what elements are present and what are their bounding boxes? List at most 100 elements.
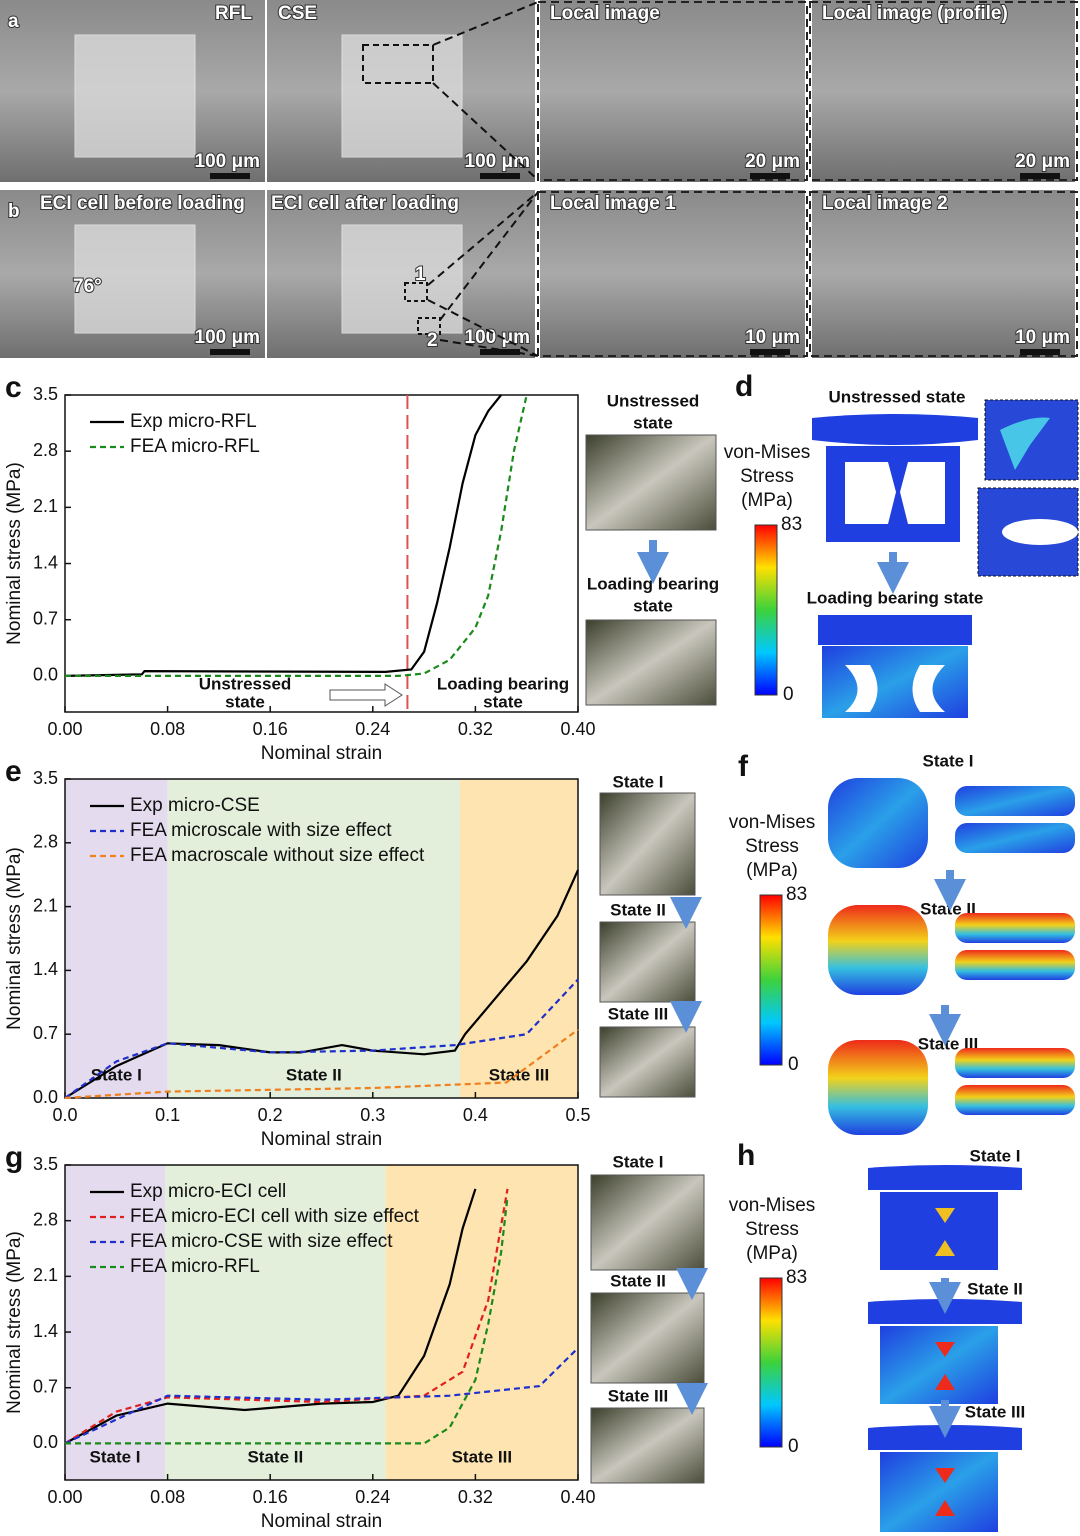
text: FEA macroscale without size effect (130, 845, 425, 866)
fe-cell (822, 646, 968, 718)
photo (599, 1026, 696, 1098)
photo (585, 434, 717, 531)
fe-hot (935, 1208, 955, 1256)
text: g (5, 1141, 23, 1174)
colorbar (754, 524, 778, 696)
text: 0.40 (560, 1487, 595, 1507)
text: 1 (415, 264, 426, 285)
text: Local image 2 (822, 193, 948, 214)
text: 0.00 (47, 719, 82, 739)
text: RFL (215, 3, 252, 24)
text: 76° (73, 276, 102, 297)
colorbar (759, 1277, 783, 1448)
plot-frame (64, 778, 579, 1099)
zoom-box (362, 44, 434, 84)
structure (74, 34, 196, 158)
text: (MPa) (746, 1243, 798, 1264)
text: 1.4 (33, 959, 58, 979)
text: 20 μm (745, 151, 800, 172)
text: 0.24 (355, 1487, 390, 1507)
fe-cse-section (955, 1048, 1075, 1078)
text: 10 μm (1015, 327, 1070, 348)
region (460, 779, 578, 1098)
text: state (633, 413, 673, 432)
text: 0.08 (150, 719, 185, 739)
text: 3.5 (33, 1154, 58, 1174)
text: von-Mises (729, 812, 816, 833)
text: 0.7 (33, 1023, 58, 1043)
text: Unstressed state (828, 387, 965, 406)
text: FEA micro-ECI cell with size effect (130, 1206, 420, 1227)
zoom-frame (809, 1, 1078, 181)
text: State III (965, 1402, 1025, 1421)
text: 0.2 (258, 1105, 283, 1125)
line (64, 1188, 477, 1445)
fe-cse-section (955, 950, 1075, 980)
series (64, 1028, 579, 1100)
fe-cse-section (955, 786, 1075, 816)
text: Stress (745, 1219, 799, 1240)
line (64, 978, 579, 1099)
colorbar (759, 894, 783, 1066)
line (64, 1028, 579, 1100)
photo (590, 1292, 705, 1384)
text: Loading bearing (437, 674, 569, 693)
text: 20 μm (1015, 151, 1070, 172)
text: 0.5 (565, 1105, 590, 1125)
fe-hot (935, 1468, 955, 1516)
sem-image (812, 0, 1075, 182)
text: State III (608, 1004, 668, 1023)
fe-cell (880, 1326, 998, 1404)
text: Stress (745, 836, 799, 857)
fe-void (845, 665, 945, 712)
series (65, 1196, 509, 1445)
text: 0.0 (33, 1432, 58, 1452)
sem-image (812, 190, 1075, 358)
text: 0.24 (355, 719, 390, 739)
text: State I (91, 1065, 142, 1084)
text: 83 (786, 884, 807, 905)
text: 0.0 (33, 1087, 58, 1107)
structure (74, 224, 196, 334)
series (64, 394, 502, 677)
text: 100 μm (465, 327, 531, 348)
fe-void (845, 462, 945, 524)
text: von-Mises (724, 442, 811, 463)
series (64, 978, 579, 1099)
scale-bar (480, 349, 520, 355)
text: State I (969, 1146, 1020, 1165)
text: 0.08 (150, 1487, 185, 1507)
fe-cse (828, 1040, 928, 1135)
text: 2.8 (33, 832, 58, 852)
fe-cse-section (955, 823, 1075, 853)
text: State I (612, 1152, 663, 1171)
text: CSE (278, 3, 317, 24)
scale-bar (1020, 173, 1060, 179)
series (64, 1188, 477, 1445)
text: c (5, 371, 22, 404)
text: 2.1 (33, 496, 58, 516)
text: State III (489, 1065, 549, 1084)
scale-bar (210, 173, 250, 179)
text: 100 μm (465, 151, 531, 172)
plot-frame (64, 394, 579, 713)
text: 83 (786, 1267, 807, 1288)
fe-plate (818, 615, 972, 645)
text: 0.32 (458, 719, 493, 739)
fe-plate (812, 414, 978, 445)
text: 0 (788, 1436, 799, 1457)
arrow (329, 683, 403, 707)
region (165, 1165, 386, 1480)
text: state (225, 692, 265, 711)
text: 0 (783, 684, 794, 705)
text: State I (90, 1447, 141, 1466)
photo (590, 1407, 705, 1484)
text: Nominal stress (MPa) (4, 847, 25, 1030)
text: state (483, 692, 523, 711)
zoom-line (432, 1, 539, 181)
text: 0.0 (33, 665, 58, 685)
text: (MPa) (746, 860, 798, 881)
series (65, 394, 528, 677)
text: 2.8 (33, 440, 58, 460)
